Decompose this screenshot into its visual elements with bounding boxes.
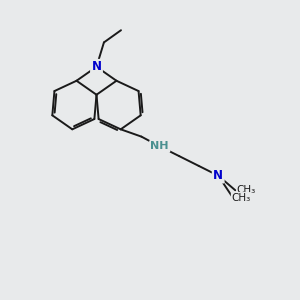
Text: N: N <box>213 169 223 182</box>
Text: N: N <box>92 60 101 73</box>
Text: CH₃: CH₃ <box>237 185 256 195</box>
Text: NH: NH <box>151 141 169 152</box>
Text: CH₃: CH₃ <box>231 193 250 202</box>
